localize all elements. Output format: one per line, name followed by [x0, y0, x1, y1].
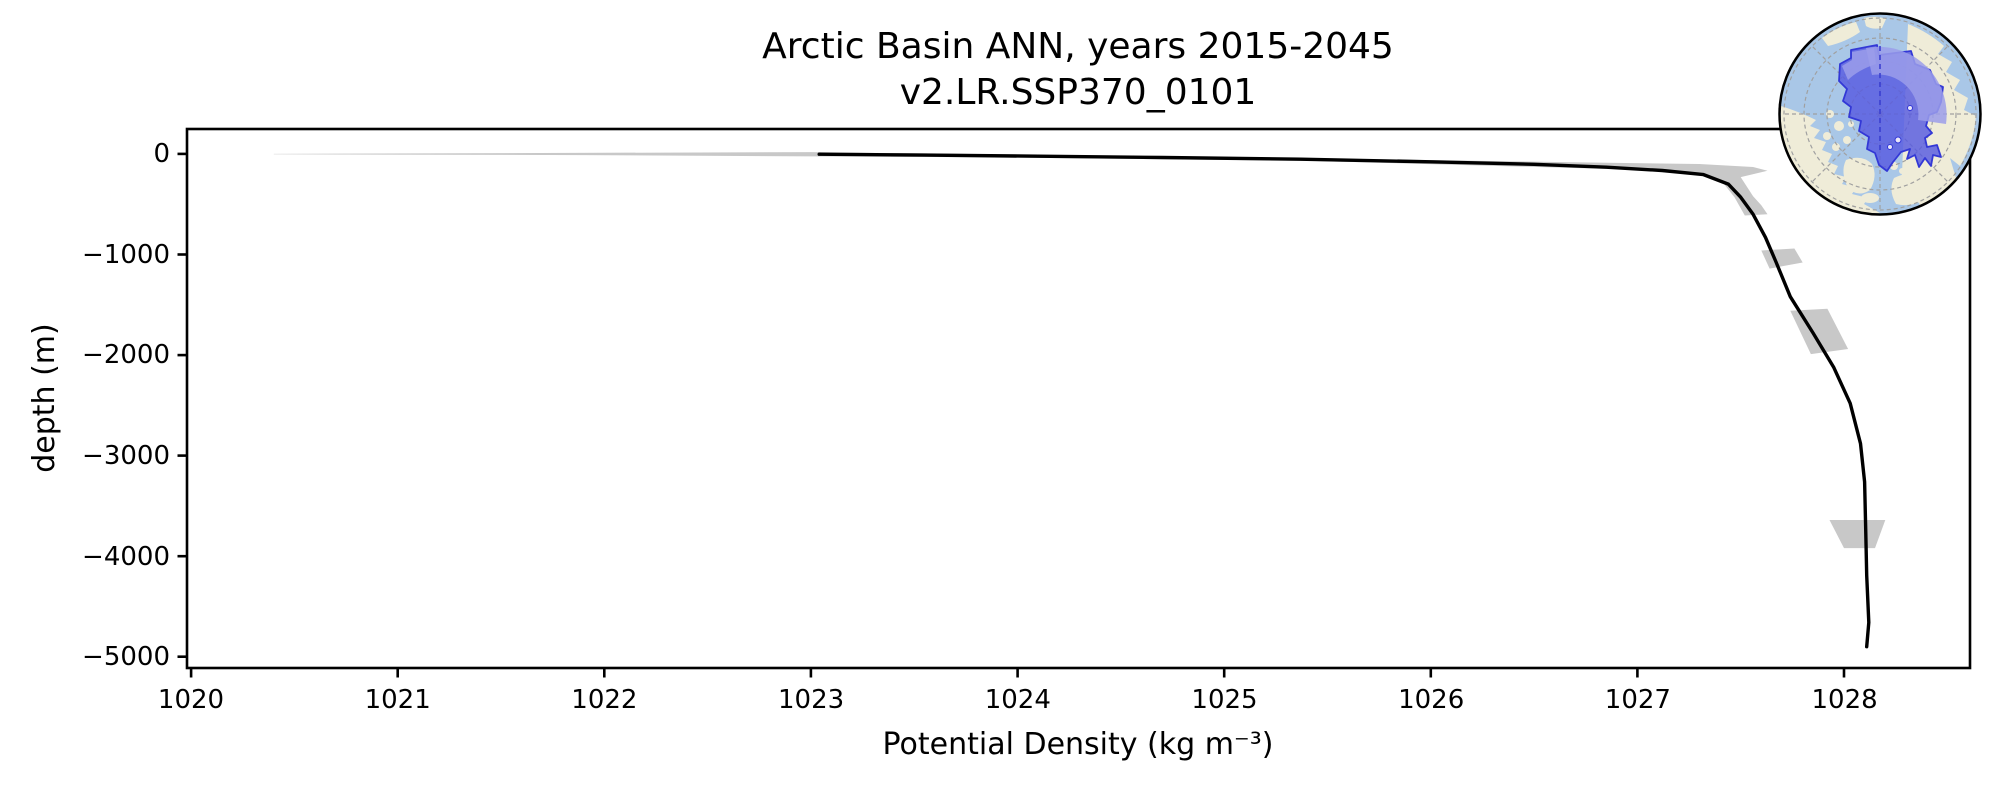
land-scandinavia [1891, 173, 1932, 206]
x-tick-label: 1028 [1811, 685, 1878, 715]
island [1823, 132, 1831, 140]
y-axis-label: depth (m) [27, 323, 62, 473]
profile-curve-layer [817, 152, 1871, 649]
y-tick-label: −5000 [82, 642, 170, 672]
island [1843, 136, 1851, 144]
uncertainty-band-patch [1761, 248, 1803, 269]
arctic-inset-map [1778, 12, 1982, 216]
inset-map-content [1780, 14, 1980, 214]
y-tick-label: −2000 [82, 340, 170, 370]
island [1848, 121, 1854, 127]
y-tick-label: −1000 [82, 240, 170, 270]
x-tick-label: 1024 [984, 685, 1051, 715]
uncertainty-band-patch [273, 152, 1768, 216]
y-tick-label: −4000 [82, 542, 170, 572]
axes-spines [185, 127, 1972, 670]
uncertainty-band-patch [1790, 308, 1849, 355]
x-tick-label: 1022 [571, 685, 638, 715]
x-axis-label: Potential Density (kg m⁻³) [882, 727, 1274, 762]
island [1832, 143, 1840, 151]
chart-title: Arctic Basin ANN, years 2015-2045 [762, 26, 1394, 67]
x-tick-label: 1023 [778, 685, 845, 715]
islands-in-region [1887, 105, 1913, 150]
basin-region-light-sector [1842, 48, 1876, 80]
x-tick-label: 1020 [157, 685, 225, 715]
x-tick-label: 1026 [1398, 685, 1465, 715]
basin-region-light-sector [1866, 46, 1947, 124]
y-tick-label: 0 [153, 139, 170, 169]
land-alaska [1822, 22, 1860, 46]
island [1834, 121, 1844, 131]
chart-subtitle: v2.LR.SSP370_0101 [899, 72, 1257, 113]
x-tick-label: 1025 [1191, 685, 1258, 715]
axis-tick-marks [177, 152, 1846, 678]
x-tick-label: 1021 [364, 685, 431, 715]
inset-map-border [1778, 12, 1982, 216]
y-tick-label: −3000 [82, 441, 170, 471]
profile-curve [817, 152, 1871, 649]
uncertainty-band-patch [1829, 520, 1886, 549]
x-tick-label: 1027 [1604, 685, 1671, 715]
uncertainty-band-layer [273, 152, 1886, 549]
island [1899, 168, 1905, 174]
land-iceland [1861, 193, 1879, 203]
